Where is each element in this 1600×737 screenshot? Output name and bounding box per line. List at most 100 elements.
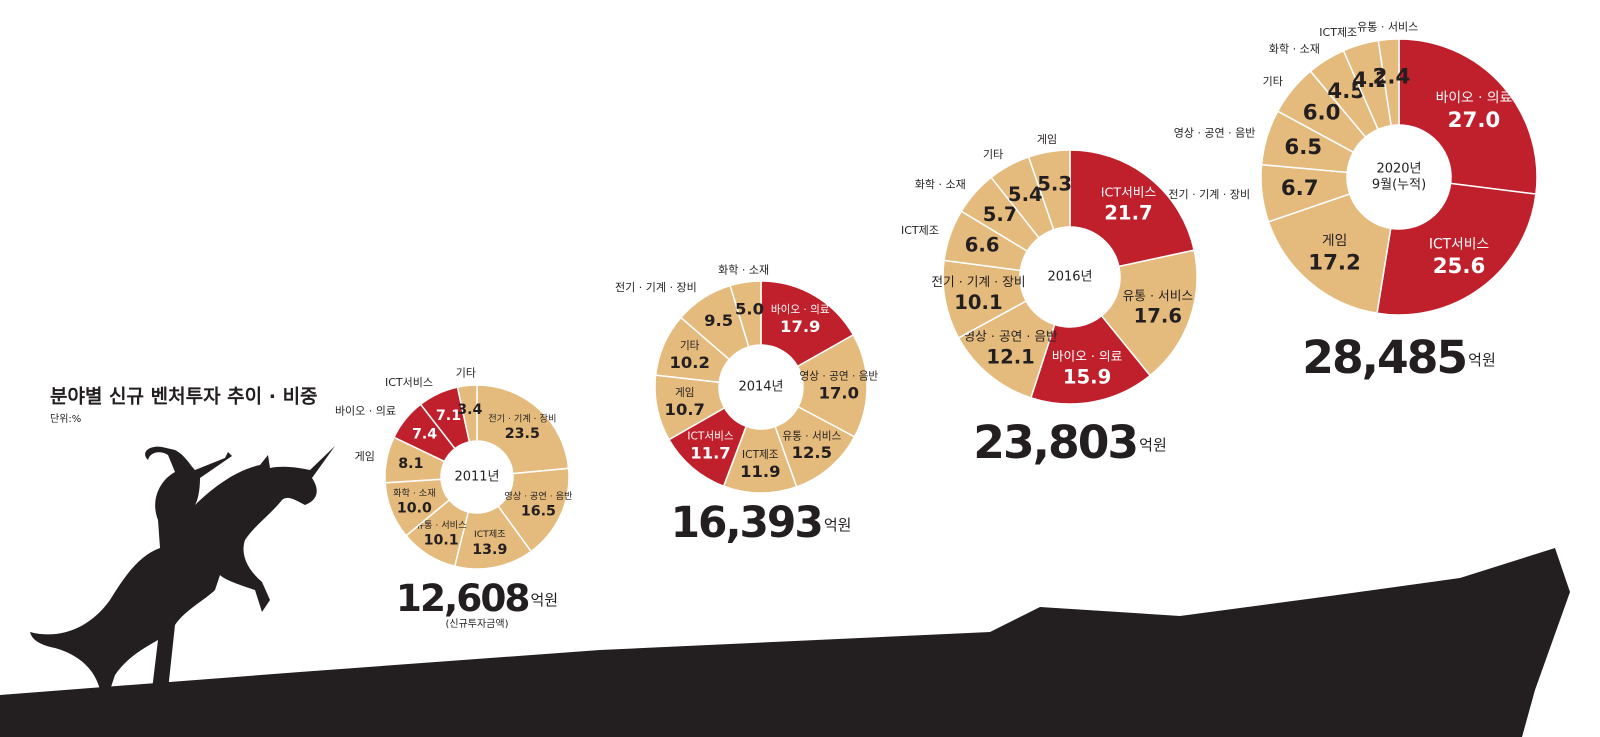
segment-category-label: 화학 · 소재 <box>915 178 966 191</box>
total-unit: 억원 <box>1139 436 1167 454</box>
total-unit: 억원 <box>1468 351 1496 369</box>
segment-value-label: 17.2 <box>1308 251 1361 276</box>
segment-value-label: 7.4 <box>412 427 437 443</box>
segment-value-label: 12.5 <box>792 443 832 462</box>
segment-category-label: 바이오 · 의료 <box>335 405 396 418</box>
center-label: 9월(누적) <box>1372 178 1426 193</box>
segment-value-label: 17.9 <box>780 317 820 336</box>
segment-value-label: 23.5 <box>505 426 540 442</box>
segment-category-label: 게임 <box>1037 133 1057 146</box>
donut-segment <box>1398 38 1538 195</box>
segment-value-label: 3.4 <box>457 402 482 418</box>
segment-value-label: 17.0 <box>819 383 859 402</box>
segment-category-label: 화학 · 소재 <box>393 488 436 499</box>
segment-value-label: 5.4 <box>1008 183 1043 206</box>
segment-value-label: 16.5 <box>521 503 556 519</box>
segment-category-label: 게임 <box>675 386 695 399</box>
segment-category-label: 바이오 · 의료 <box>771 304 830 316</box>
donut-segment <box>796 333 868 438</box>
total-value: 16,393 <box>671 498 822 547</box>
segment-category-label: 유통 · 서비스 <box>1123 288 1194 303</box>
total-unit: 억원 <box>530 591 558 609</box>
segment-value-label: 10.2 <box>669 353 709 372</box>
segment-value-label: 27.0 <box>1448 108 1501 133</box>
segment-value-label: 15.9 <box>1063 365 1111 388</box>
segment-value-label: 5.3 <box>1037 173 1072 196</box>
segment-value-label: 6.0 <box>1303 101 1341 126</box>
mountain-silhouette <box>0 548 1570 737</box>
segment-category-label: 전기 · 기계 · 장비 <box>1168 188 1250 201</box>
segment-value-label: 10.7 <box>665 400 705 419</box>
center-label: 2020년 <box>1376 162 1421 177</box>
segment-category-label: 바이오 · 의료 <box>1436 90 1513 106</box>
segment-category-label: 전기 · 기계 · 장비 <box>931 274 1025 289</box>
segment-category-label: ICT서비스 <box>385 376 433 389</box>
total-value: 28,485 <box>1302 331 1466 384</box>
segment-category-label: 기타 <box>1263 75 1283 88</box>
segment-category-label: ICT제조 <box>901 224 939 237</box>
segment-category-label: 영상 · 공연 · 음반 <box>1174 127 1256 140</box>
center-label: 2014년 <box>738 380 783 395</box>
donut-segment <box>476 384 570 475</box>
segment-category-label: 게임 <box>355 450 375 463</box>
segment-category-label: 바이오 · 의료 <box>1052 348 1123 363</box>
donut-segment <box>760 280 855 368</box>
segment-value-label: 6.7 <box>1281 176 1319 201</box>
center-label: 2016년 <box>1047 270 1092 285</box>
segment-category-label: 화학 · 소재 <box>718 263 769 276</box>
segment-category-label: ICT서비스 <box>1429 236 1489 252</box>
total-unit: 억원 <box>824 516 852 534</box>
center-label: 2011년 <box>454 470 499 485</box>
segment-value-label: 9.5 <box>704 311 733 330</box>
segment-category-label: 기타 <box>456 367 476 380</box>
unicorn-rider-silhouette <box>30 446 335 690</box>
segment-category-label: ICT서비스 <box>1101 184 1157 199</box>
segment-value-label: 11.9 <box>740 462 780 481</box>
segment-category-label: 기타 <box>983 148 1003 161</box>
donut-segment <box>1069 149 1196 268</box>
segment-category-label: 게임 <box>1322 233 1347 249</box>
infographic-title: 분야별 신규 벤처투자 추이 · 비중 <box>50 386 318 408</box>
segment-category-label: 기타 <box>680 340 700 352</box>
segment-value-label: 5.0 <box>735 299 764 318</box>
segment-category-label: ICT제조 <box>1319 26 1357 39</box>
segment-category-label: 유통 · 서비스 <box>782 430 841 442</box>
segment-value-label: 13.9 <box>472 542 507 558</box>
segment-category-label: 영상 · 공연 · 음반 <box>504 491 573 502</box>
segment-category-label: 전기 · 기계 · 장비 <box>615 281 697 294</box>
segment-value-label: 5.7 <box>983 203 1018 226</box>
segment-value-label: 7.1 <box>436 408 461 424</box>
donut-segment <box>1027 149 1071 231</box>
donut-segment <box>729 280 762 348</box>
segment-category-label: 유통 · 서비스 <box>416 520 467 531</box>
segment-value-label: 17.6 <box>1134 305 1182 328</box>
segment-category-label: 전기 · 기계 · 장비 <box>488 412 556 424</box>
segment-value-label: 10.1 <box>424 533 459 549</box>
total-amount: 23,803 억원 <box>973 416 1167 469</box>
segment-value-label: 25.6 <box>1433 254 1486 279</box>
segment-value-label: 6.6 <box>965 234 1000 257</box>
segment-category-label: 영상 · 공연 · 음반 <box>964 329 1059 344</box>
total-note: (신규투자금액) <box>445 618 508 630</box>
segment-category-label: 화학 · 소재 <box>1269 43 1320 56</box>
segment-value-label: 8.1 <box>398 456 423 472</box>
segment-category-label: 영상 · 공연 · 음반 <box>800 370 879 382</box>
total-amount: 28,485 억원 <box>1302 331 1496 384</box>
donut-segment <box>456 384 478 443</box>
segment-category-label: ICT제조 <box>742 449 779 461</box>
infographic-subtitle: 단위:% <box>50 412 81 425</box>
segment-value-label: 21.7 <box>1104 201 1152 224</box>
donut-segment <box>1267 192 1392 315</box>
total-value: 12,608 <box>396 576 529 620</box>
donut-segment <box>1376 182 1537 316</box>
segment-category-label: 유통 · 서비스 <box>1357 20 1418 33</box>
total-value: 23,803 <box>973 416 1137 469</box>
segment-value-label: 10.1 <box>954 291 1002 314</box>
segment-value-label: 10.0 <box>397 500 432 516</box>
donut-segment <box>1029 314 1152 405</box>
total-amount: 16,393 억원 <box>671 498 852 547</box>
segment-category-label: ICT서비스 <box>687 431 733 443</box>
segment-value-label: 6.5 <box>1284 135 1322 160</box>
